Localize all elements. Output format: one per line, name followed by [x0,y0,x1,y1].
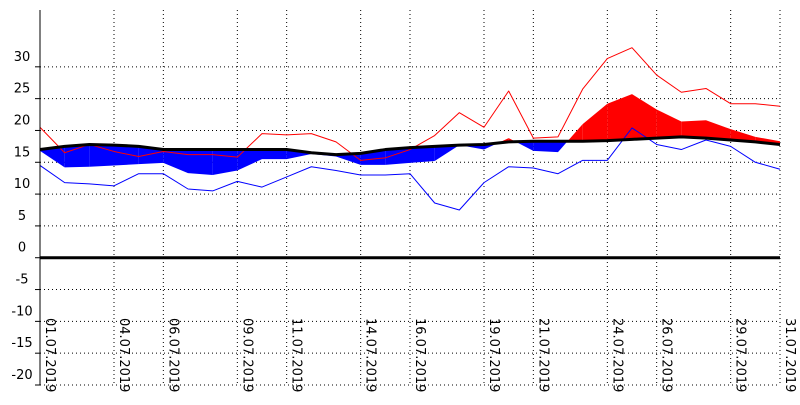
cold-anomaly-area [410,146,435,163]
cold-anomaly-area [262,149,287,160]
cold-anomaly-area [434,145,460,161]
cold-anomaly-area [188,149,213,175]
warm-anomaly-area [706,120,731,140]
x-tick-label: 29.07.2019 [733,318,748,392]
y-tick-label: 25 [14,82,31,97]
y-tick-label: -15 [11,336,32,351]
cold-anomaly-area [114,145,139,166]
min-temperature-line [39,127,781,211]
y-tick-label: -20 [11,368,32,383]
warm-anomaly-area [567,124,583,142]
max-temperature-line [39,47,781,161]
x-tick-label: 24.07.2019 [609,318,624,392]
y-tick-labels: 30 25 20 15 10 5 0 -5 -10 -15 -20 [11,50,32,383]
x-tick-label: 19.07.2019 [486,318,501,392]
y-tick-label: 15 [14,145,31,160]
cold-anomaly-area [40,146,65,168]
y-tick-label: -5 [16,273,29,288]
warm-anomaly-area [582,103,608,142]
y-tick-label: 30 [14,50,31,65]
warm-anomaly-area [656,109,682,139]
normal-temperature-line [39,135,781,157]
x-tick-label: 01.07.2019 [42,318,57,392]
warm-anomaly-area [730,129,756,142]
anomaly-fills [40,94,780,175]
y-axis [35,10,41,386]
y-tick-label: 10 [14,177,31,192]
series-lines [39,47,781,211]
cold-anomaly-area [212,149,238,175]
y-tick-label: -10 [11,304,32,319]
x-tick-label: 26.07.2019 [659,318,674,392]
warm-anomaly-area [681,120,706,139]
x-tick-label: 04.07.2019 [116,318,131,392]
x-tick-label: 21.07.2019 [535,318,550,392]
cold-anomaly-area [286,149,312,160]
x-tick-label: 14.07.2019 [363,318,378,392]
cold-anomaly-area [163,149,188,174]
y-tick-label: 5 [18,209,26,224]
x-tick-label: 06.07.2019 [165,318,180,392]
y-tick-label: 0 [18,241,26,256]
cold-anomaly-area [558,141,568,153]
cold-anomaly-area [237,149,262,171]
x-tick-label: 09.07.2019 [239,318,254,392]
cold-anomaly-area [138,146,164,165]
y-tick-label: 20 [14,113,31,128]
x-tick-label: 11.07.2019 [289,318,304,392]
x-tick-labels: 01.07.2019 04.07.2019 06.07.2019 09.07.2019… [42,318,797,392]
warm-anomaly-area [632,94,657,140]
cold-anomaly-area [515,141,534,151]
x-tick-label: 31.07.2019 [782,318,797,392]
cold-anomaly-area [64,144,90,168]
cold-anomaly-area [533,141,558,153]
x-tick-label: 16.07.2019 [412,318,427,392]
warm-anomaly-area [607,94,632,141]
